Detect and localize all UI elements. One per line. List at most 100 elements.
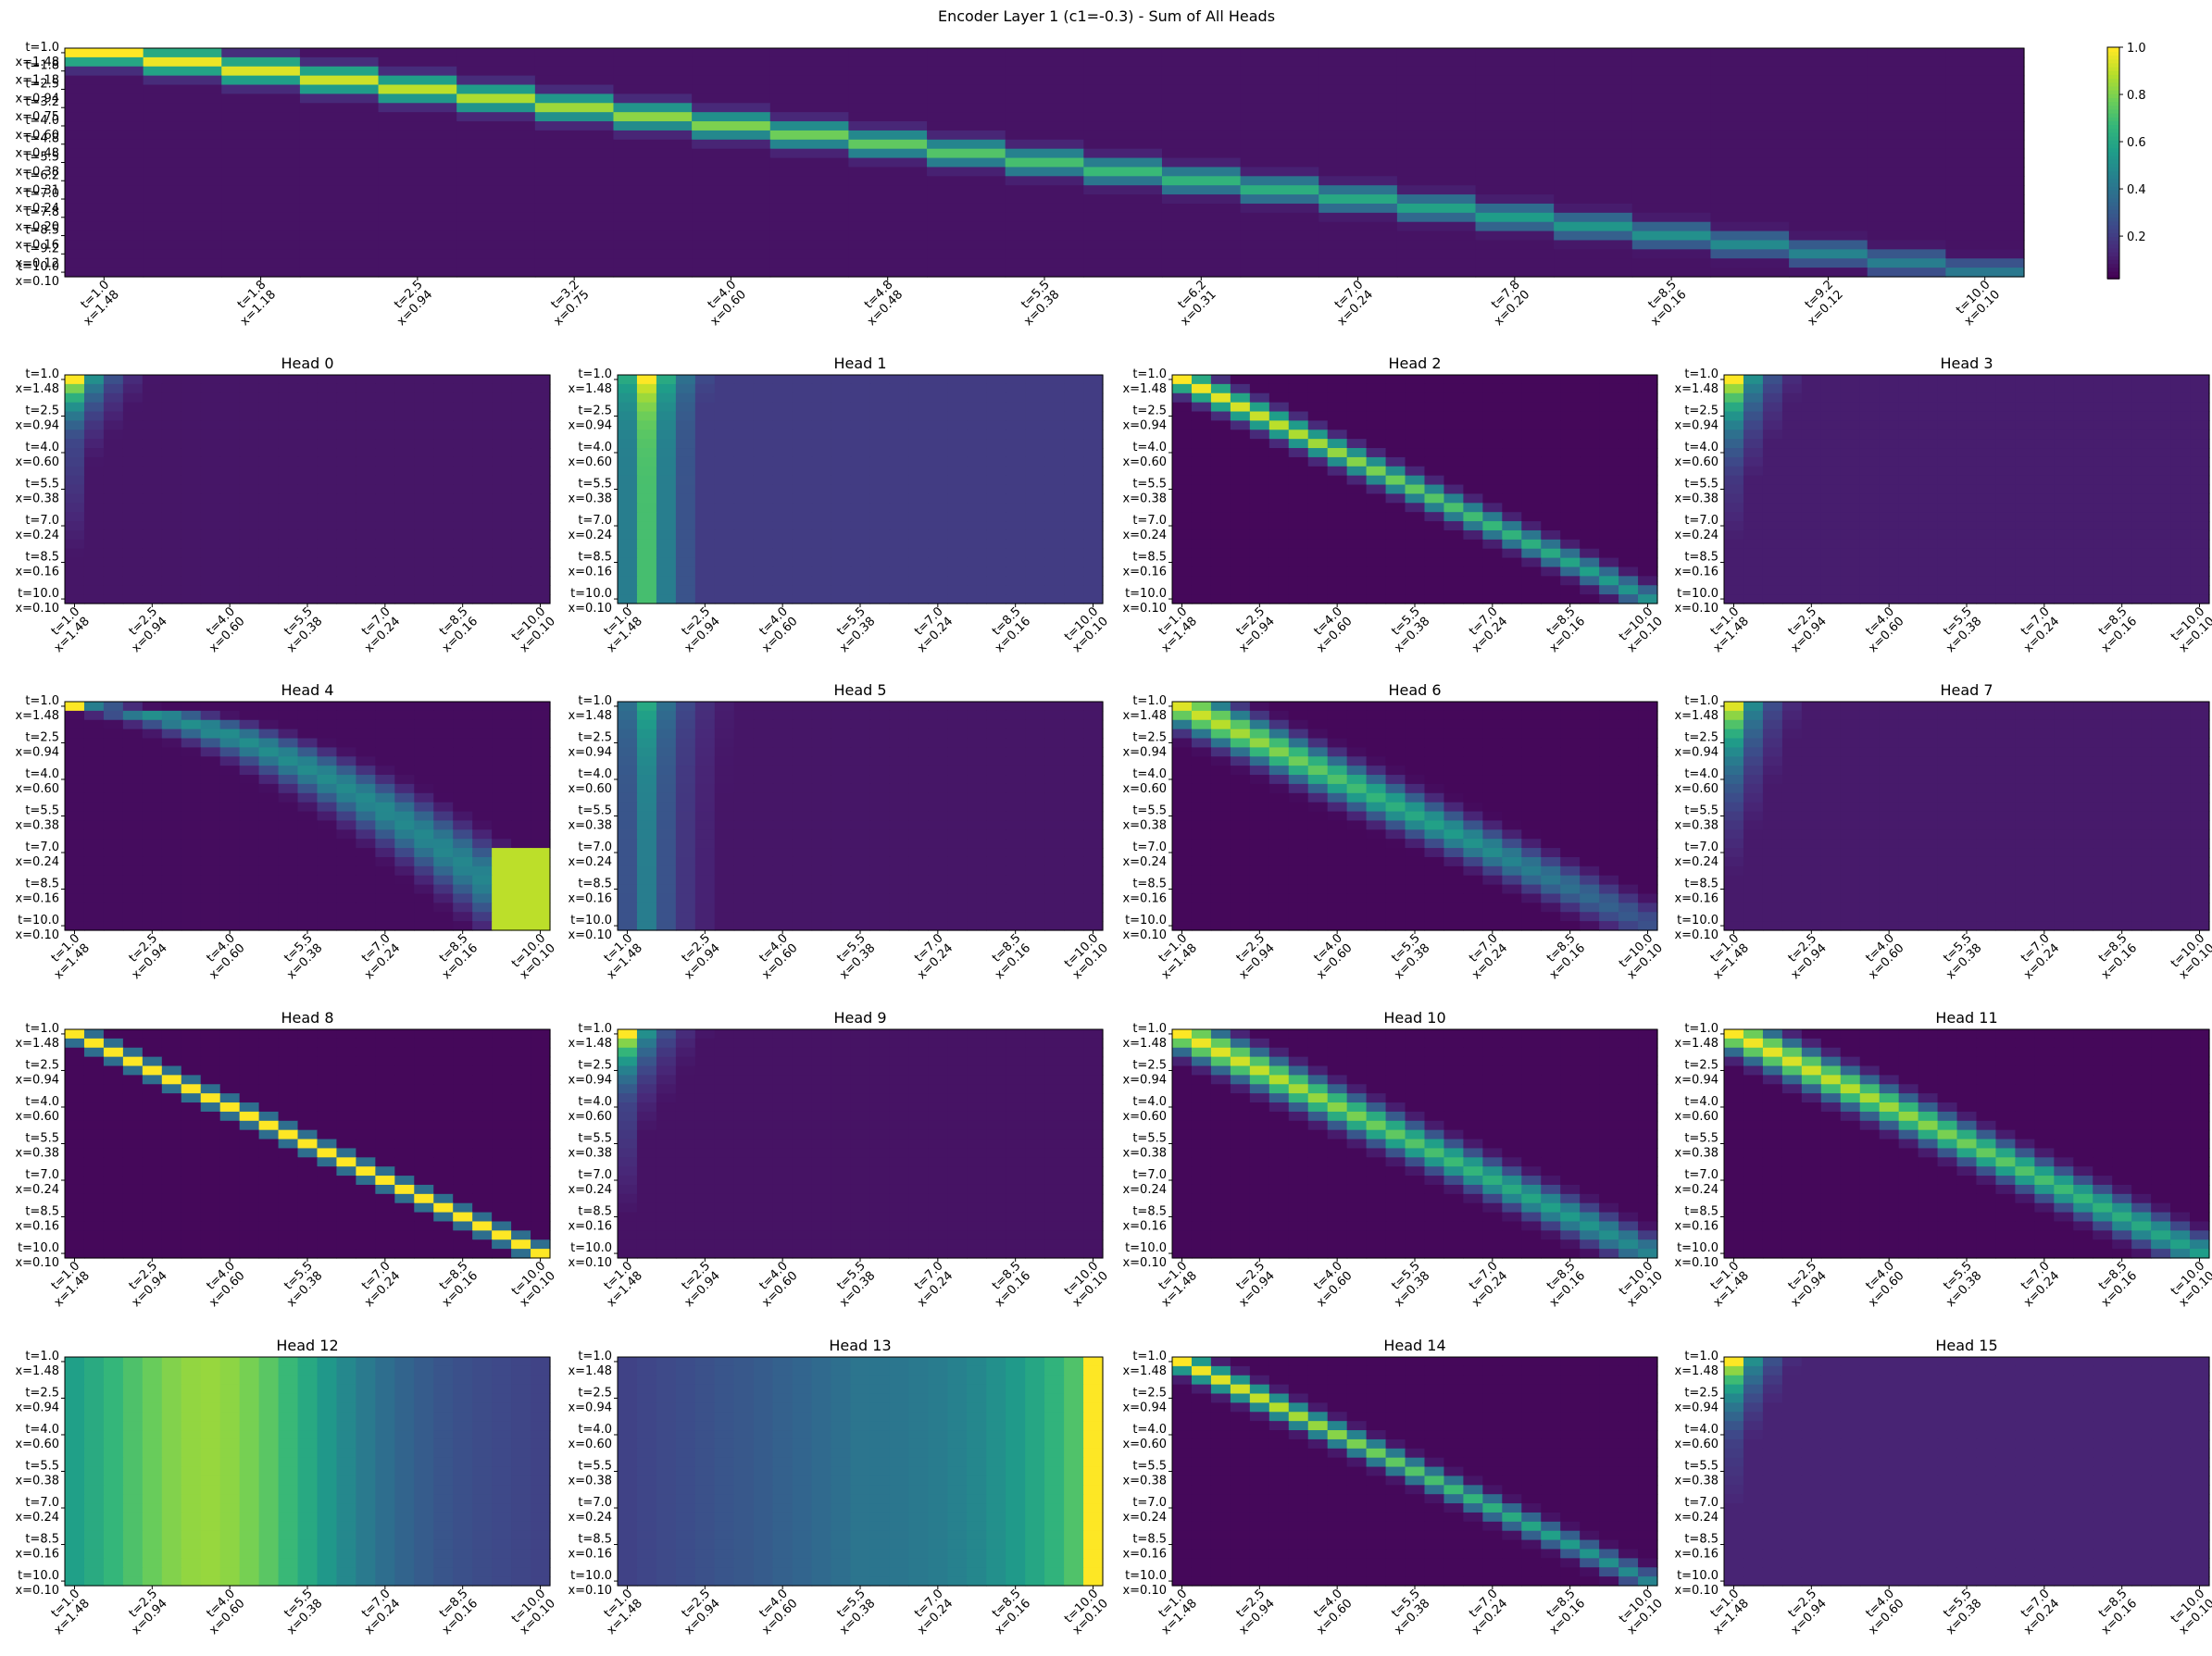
heatmap-cell bbox=[1396, 268, 1477, 278]
heatmap-cell bbox=[336, 456, 356, 467]
heatmap-cell bbox=[1976, 430, 1997, 440]
heatmap-cell bbox=[2190, 585, 2210, 595]
heatmap-cell bbox=[694, 567, 716, 577]
heatmap-cell bbox=[1025, 493, 1045, 504]
heatmap-cell bbox=[472, 912, 493, 922]
heatmap-cell bbox=[1191, 521, 1212, 531]
heatmap-cell bbox=[1502, 512, 1522, 522]
heatmap-cell bbox=[1006, 848, 1026, 858]
heatmap-cell bbox=[453, 884, 473, 895]
heatmap-cell bbox=[1006, 756, 1026, 766]
heatmap-cell bbox=[1025, 848, 1045, 858]
heatmap-cell bbox=[947, 875, 968, 886]
heatmap-cell bbox=[1191, 512, 1212, 522]
heatmap-cell bbox=[1025, 383, 1045, 394]
heatmap-cell bbox=[492, 766, 512, 776]
heatmap-cell bbox=[83, 430, 105, 440]
heatmap-cell bbox=[375, 430, 395, 440]
heatmap-cell bbox=[83, 921, 105, 931]
heatmap-cell bbox=[928, 710, 948, 721]
heatmap-cell bbox=[2034, 392, 2055, 404]
heatmap-cell bbox=[239, 893, 260, 903]
heatmap-cell bbox=[219, 503, 241, 513]
heatmap-cell bbox=[1710, 176, 1790, 186]
heatmap-cell bbox=[1268, 466, 1290, 477]
heatmap-cell bbox=[1560, 792, 1581, 803]
heatmap-cell bbox=[1249, 702, 1270, 712]
heatmap-cell bbox=[618, 811, 638, 822]
heatmap-cell bbox=[1249, 719, 1270, 730]
heatmap-cell bbox=[1025, 839, 1045, 849]
heatmap-cell bbox=[2054, 576, 2074, 586]
heatmap-cell bbox=[83, 811, 105, 822]
heatmap-cell bbox=[2015, 512, 2035, 522]
heatmap-cell bbox=[2170, 392, 2191, 404]
heatmap-cell bbox=[792, 557, 813, 568]
heatmap-cell bbox=[1463, 529, 1483, 541]
heatmap-cell bbox=[694, 521, 716, 531]
heatmap-cell bbox=[2015, 585, 2035, 595]
heatmap-cell bbox=[1025, 792, 1045, 803]
heatmap-cell bbox=[1956, 448, 1978, 458]
heatmap-cell bbox=[2131, 539, 2152, 550]
heatmap-cell bbox=[1475, 103, 1555, 113]
heatmap-cell bbox=[103, 521, 124, 531]
heatmap-cell bbox=[1396, 112, 1477, 122]
heatmap-cell bbox=[927, 185, 1006, 195]
heatmap-cell bbox=[143, 66, 222, 77]
heatmap-cell bbox=[1560, 783, 1581, 794]
heatmap-cell bbox=[908, 512, 929, 522]
heatmap-cell bbox=[618, 557, 638, 568]
heatmap-cell bbox=[2054, 557, 2074, 568]
heatmap-cell bbox=[414, 484, 434, 495]
heatmap-cell bbox=[511, 466, 531, 477]
heatmap-cell bbox=[1618, 756, 1639, 766]
heatmap-cell bbox=[2093, 466, 2113, 477]
heatmap-cell bbox=[1424, 411, 1445, 421]
heatmap-cell bbox=[733, 912, 755, 922]
heatmap-cell bbox=[511, 402, 531, 413]
heatmap-cell bbox=[927, 212, 1006, 223]
heatmap-cell bbox=[850, 411, 871, 421]
heatmap-cell bbox=[967, 848, 987, 858]
heatmap-cell bbox=[1405, 702, 1426, 712]
heatmap-cell bbox=[65, 221, 144, 232]
heatmap-cell bbox=[772, 512, 794, 522]
heatmap-cell bbox=[1820, 448, 1842, 458]
heatmap-cell bbox=[2131, 430, 2152, 440]
heatmap-cell bbox=[1044, 475, 1065, 486]
heatmap-cell bbox=[1521, 783, 1542, 794]
heatmap-cell bbox=[1268, 775, 1290, 785]
heatmap-cell bbox=[1288, 484, 1309, 495]
heatmap-cell bbox=[1743, 548, 1764, 559]
heatmap-cell bbox=[1482, 576, 1503, 586]
heatmap-cell bbox=[1580, 448, 1600, 458]
heatmap-cell bbox=[278, 893, 299, 903]
heatmap-cell bbox=[65, 148, 144, 159]
heatmap-cell bbox=[947, 719, 968, 730]
heatmap-cell bbox=[1240, 130, 1319, 141]
heatmap-cell bbox=[1044, 820, 1065, 830]
heatmap-cell bbox=[1801, 383, 1822, 394]
heatmap-cell bbox=[928, 719, 948, 730]
heatmap-cell bbox=[356, 893, 376, 903]
heatmap-cell bbox=[142, 548, 163, 559]
heatmap-cell bbox=[375, 521, 395, 531]
heatmap-cell bbox=[453, 475, 473, 486]
heatmap-cell bbox=[1976, 392, 1997, 404]
heatmap-cell bbox=[2054, 529, 2074, 541]
heatmap-cell bbox=[2170, 439, 2191, 449]
heatmap-cell bbox=[1424, 448, 1445, 458]
heatmap-cell bbox=[414, 594, 434, 604]
heatmap-cell bbox=[433, 484, 454, 495]
heatmap-cell bbox=[1424, 766, 1445, 776]
heatmap-cell bbox=[1307, 439, 1329, 449]
heatmap-cell bbox=[1385, 719, 1406, 730]
heatmap-cell bbox=[967, 576, 987, 586]
heatmap-cell bbox=[772, 702, 794, 712]
heatmap-cell bbox=[142, 430, 163, 440]
heatmap-cell bbox=[889, 912, 909, 922]
heatmap-cell bbox=[83, 548, 105, 559]
heatmap-cell bbox=[1554, 93, 1633, 104]
heatmap-cell bbox=[1724, 512, 1744, 522]
